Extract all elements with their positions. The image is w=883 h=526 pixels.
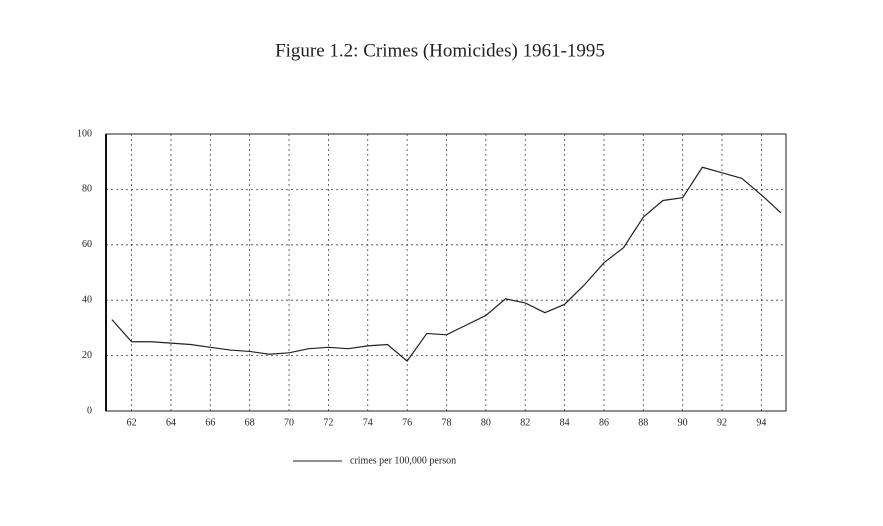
chart-title: Figure 1.2: Crimes (Homicides) 1961-1995 xyxy=(275,40,605,61)
x-tick-label: 68 xyxy=(245,417,255,428)
x-tick-label: 88 xyxy=(638,417,648,428)
y-tick-label: 20 xyxy=(82,350,92,361)
x-tick-label: 82 xyxy=(520,417,530,428)
legend-label: crimes per 100,000 person xyxy=(350,455,456,466)
x-tick-label: 94 xyxy=(756,417,766,428)
y-tick-label: 40 xyxy=(82,294,92,305)
x-tick-label: 90 xyxy=(678,417,688,428)
y-tick-label: 60 xyxy=(82,239,92,250)
x-tick-label: 64 xyxy=(166,417,176,428)
y-tick-label: 100 xyxy=(77,128,92,139)
x-tick-label: 92 xyxy=(717,417,727,428)
plot-frame xyxy=(105,133,787,412)
x-tick-label: 72 xyxy=(323,417,333,428)
y-tick-label: 80 xyxy=(82,184,92,195)
x-tick-label: 84 xyxy=(560,417,570,428)
x-tick-label: 78 xyxy=(441,417,451,428)
data-line xyxy=(111,166,782,363)
x-tick-label: 70 xyxy=(284,417,294,428)
x-tick-label: 62 xyxy=(127,417,137,428)
x-tick-label: 80 xyxy=(481,417,491,428)
x-tick-label: 66 xyxy=(205,417,215,428)
x-tick-label: 86 xyxy=(599,417,609,428)
y-tick-label: 0 xyxy=(87,405,92,416)
x-tick-label: 76 xyxy=(402,417,412,428)
x-tick-label: 74 xyxy=(363,417,373,428)
